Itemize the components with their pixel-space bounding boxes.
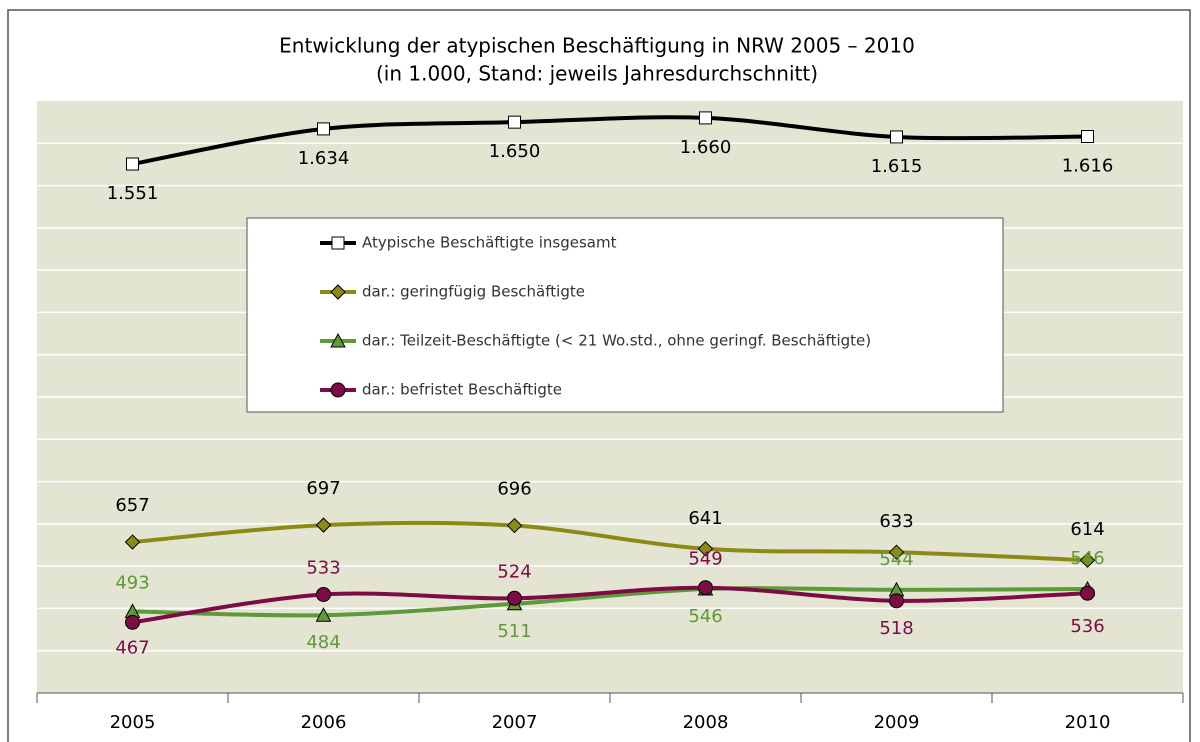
data-label: 549 bbox=[688, 549, 722, 570]
legend-marker bbox=[330, 382, 346, 398]
data-label: 524 bbox=[497, 561, 531, 582]
data-label: 614 bbox=[1070, 519, 1104, 540]
data-point bbox=[1080, 585, 1095, 601]
data-label: 536 bbox=[1070, 616, 1104, 637]
data-point bbox=[125, 614, 140, 630]
data-point bbox=[317, 122, 330, 136]
data-point bbox=[316, 586, 331, 602]
legend bbox=[246, 217, 1004, 413]
data-label: 493 bbox=[115, 572, 149, 593]
x-tick-label: 2009 bbox=[874, 712, 920, 733]
data-point bbox=[508, 115, 521, 129]
data-label: 511 bbox=[497, 621, 531, 642]
data-label: 546 bbox=[688, 606, 722, 627]
data-point bbox=[1081, 130, 1094, 144]
data-label: 641 bbox=[688, 508, 722, 529]
data-label: 467 bbox=[115, 637, 149, 658]
x-tick-label: 2008 bbox=[683, 712, 729, 733]
data-point bbox=[699, 111, 712, 125]
data-label: 546 bbox=[1070, 548, 1104, 569]
data-label: 544 bbox=[879, 549, 913, 570]
legend-label: dar.: geringfügig Beschäftigte bbox=[362, 283, 585, 301]
legend-label: dar.: befristet Beschäftigte bbox=[362, 381, 562, 399]
data-label: 518 bbox=[879, 618, 913, 639]
data-label: 1.660 bbox=[680, 137, 732, 158]
data-label: 697 bbox=[306, 478, 340, 499]
data-label: 484 bbox=[306, 632, 340, 653]
data-point bbox=[1079, 552, 1096, 568]
data-point bbox=[888, 544, 905, 560]
data-point bbox=[889, 593, 904, 609]
data-label: 1.616 bbox=[1062, 156, 1114, 177]
data-label: 533 bbox=[306, 557, 340, 578]
legend-label: dar.: Teilzeit-Beschäftigte (< 21 Wo.std… bbox=[362, 332, 871, 350]
data-point bbox=[890, 130, 903, 144]
legend-marker bbox=[330, 284, 346, 300]
data-point bbox=[126, 157, 139, 171]
data-label: 1.634 bbox=[298, 148, 350, 169]
legend-marker bbox=[331, 236, 345, 250]
data-point bbox=[698, 580, 713, 596]
data-point bbox=[315, 517, 332, 533]
x-tick-label: 2010 bbox=[1065, 712, 1111, 733]
data-label: 657 bbox=[115, 495, 149, 516]
x-tick-label: 2006 bbox=[301, 712, 347, 733]
series-line bbox=[132, 585, 1088, 625]
data-point bbox=[697, 541, 714, 557]
x-tick-label: 2007 bbox=[492, 712, 538, 733]
series-line bbox=[132, 520, 1088, 563]
data-point bbox=[507, 590, 522, 606]
x-tick-label: 2005 bbox=[110, 712, 156, 733]
data-label: 696 bbox=[497, 479, 531, 500]
data-label: 1.551 bbox=[107, 183, 159, 204]
chart-title: Entwicklung der atypischen Beschäftigung… bbox=[279, 34, 915, 58]
series-line bbox=[132, 586, 1088, 618]
legend-marker bbox=[330, 332, 346, 348]
legend-label: Atypische Beschäftigte insgesamt bbox=[362, 234, 617, 252]
data-point bbox=[124, 534, 141, 550]
data-point bbox=[315, 607, 332, 622]
data-label: 1.650 bbox=[489, 141, 541, 162]
data-point bbox=[506, 517, 523, 534]
data-label: 1.615 bbox=[871, 156, 923, 177]
data-label: 633 bbox=[879, 511, 913, 532]
series-line bbox=[132, 115, 1088, 166]
chart-subtitle: (in 1.000, Stand: jeweils Jahresdurchsch… bbox=[376, 62, 818, 86]
